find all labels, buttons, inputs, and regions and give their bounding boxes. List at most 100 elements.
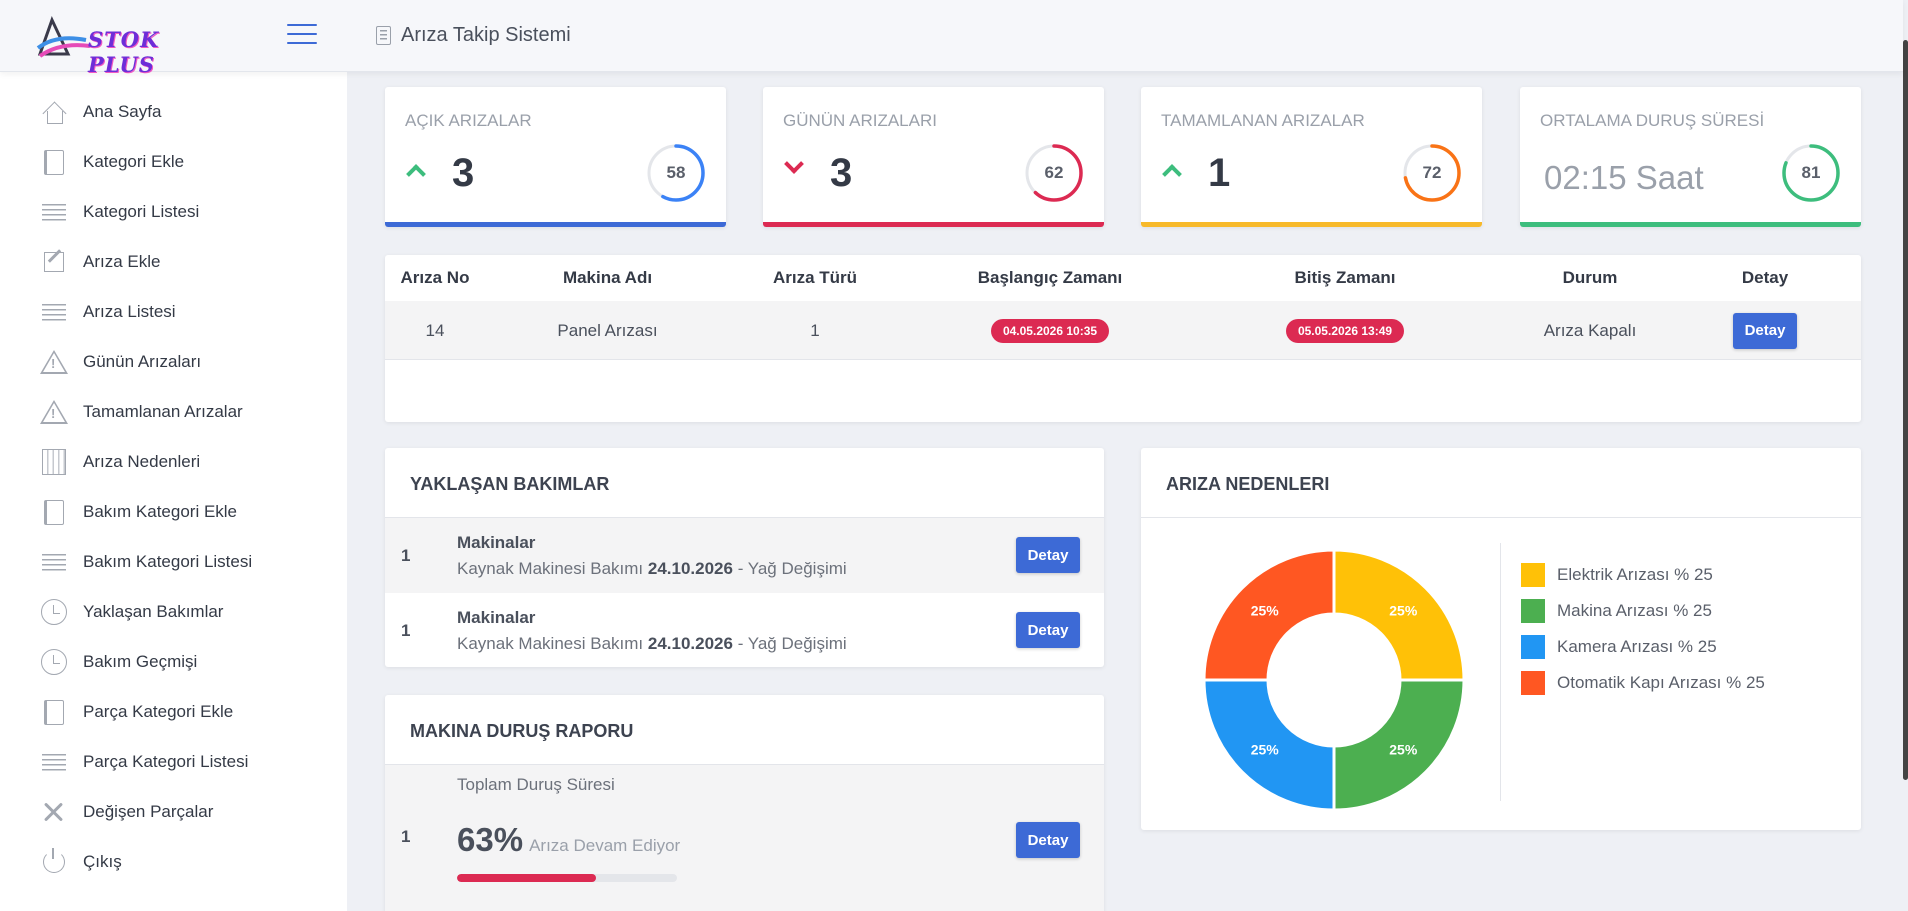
- detail-button[interactable]: Detay: [1016, 537, 1080, 573]
- slice-label: 25%: [1251, 741, 1280, 757]
- sidebar-item-degisen-parcalar[interactable]: Değişen Parçalar: [0, 792, 347, 832]
- donut-slice[interactable]: [1202, 548, 1336, 682]
- stat-value: 02:15 Saat: [1544, 159, 1704, 196]
- logo-mark-icon: [36, 16, 91, 58]
- sidebar-item-parca-kategori-listesi[interactable]: Parça Kategori Listesi: [0, 742, 347, 782]
- stat-title: ORTALAMA DURUŞ SÜRESİ: [1540, 111, 1765, 130]
- sidebar-item-ariza-nedenleri[interactable]: Arıza Nedenleri: [0, 442, 347, 482]
- slice-label: 25%: [1251, 603, 1280, 619]
- sidebar-item-label: Çıkış: [83, 852, 122, 871]
- sidebar-item-yaklasan-bakimlar[interactable]: Yaklaşan Bakımlar: [0, 592, 347, 632]
- power-icon: [40, 848, 68, 876]
- legend-swatch: [1521, 671, 1545, 695]
- progress-ring: [1782, 144, 1840, 202]
- stat-title: AÇIK ARIZALAR: [405, 111, 532, 130]
- book-icon: [40, 698, 68, 726]
- progress-ring: [1403, 144, 1461, 202]
- legend-item[interactable]: Makina Arızası % 25: [1521, 599, 1712, 623]
- stat-card-avg-downtime: ORTALAMA DURUŞ SÜRESİ 02:15 Saat 81: [1520, 87, 1861, 227]
- detail-button[interactable]: Detay: [1733, 312, 1797, 349]
- sidebar-item-label: Parça Kategori Listesi: [83, 752, 249, 771]
- panel-header: YAKLAŞAN BAKIMLAR: [385, 448, 1104, 518]
- row-background: [385, 301, 1861, 360]
- donut-chart: 25% 25% 25% 25%: [1202, 548, 1466, 812]
- report-row: 1 Toplam Duruş Süresi 63% Arıza Devam Ed…: [385, 765, 1104, 911]
- donut-slice[interactable]: [1332, 678, 1466, 812]
- logo-text: STOK PLUS: [88, 27, 160, 77]
- panel-title: MAKINA DURUŞ RAPORU: [410, 721, 634, 741]
- col-header: Arıza Türü: [772, 268, 858, 287]
- menu-toggle-icon[interactable]: [287, 24, 317, 46]
- app-logo[interactable]: STOK PLUS: [36, 14, 216, 77]
- progress-ring: [1025, 144, 1083, 202]
- item-description: Kaynak Makinesi Bakımı 24.10.2026 - Yağ …: [457, 559, 847, 578]
- donut-slice[interactable]: [1202, 678, 1336, 812]
- sidebar-item-label: Bakım Kategori Listesi: [83, 552, 253, 571]
- panel-header: MAKINA DURUŞ RAPORU: [385, 695, 1104, 765]
- progress-fill: [457, 874, 596, 882]
- sidebar-item-label: Ana Sayfa: [83, 102, 162, 121]
- table-header: Arıza No Makina Adı Arıza Türü Başlangıç…: [385, 255, 1861, 301]
- arrow-down-icon: [784, 154, 804, 174]
- item-name: Makinalar: [457, 533, 536, 552]
- legend-item[interactable]: Kamera Arızası % 25: [1521, 635, 1717, 659]
- downtime-progress-bar: [457, 874, 677, 882]
- sidebar-item-ana-sayfa[interactable]: Ana Sayfa: [0, 92, 347, 132]
- clock-icon: [40, 648, 68, 676]
- col-header: Detay: [1741, 268, 1789, 287]
- sidebar-item-ariza-listesi[interactable]: Arıza Listesi: [0, 292, 347, 332]
- upcoming-maintenance-panel: YAKLAŞAN BAKIMLAR 1 Makinalar Kaynak Mak…: [385, 448, 1104, 667]
- item-number: 1: [401, 546, 411, 565]
- panel-title: ARIZA NEDENLERI: [1166, 474, 1330, 494]
- clock-icon: [40, 598, 68, 626]
- sidebar-item-parca-kategori-ekle[interactable]: Parça Kategori Ekle: [0, 692, 347, 732]
- ring-value: 62: [1044, 163, 1064, 182]
- donut-slice[interactable]: [1332, 548, 1466, 682]
- sidebar-item-bakim-kategori-ekle[interactable]: Bakım Kategori Ekle: [0, 492, 347, 532]
- col-header: Makina Adı: [562, 268, 653, 287]
- cell-end: 05.05.2026 13:49: [1200, 301, 1490, 360]
- page-title: Arıza Takip Sistemi: [376, 24, 571, 47]
- home-icon: [40, 98, 68, 126]
- col-header: Bitiş Zamanı: [1294, 268, 1396, 287]
- sidebar-item-tamamlanan-arizalar[interactable]: Tamamlanan Arızalar: [0, 392, 347, 432]
- cell-status: Arıza Kapalı: [1543, 320, 1637, 340]
- detail-button[interactable]: Detay: [1016, 822, 1080, 858]
- sidebar-item-kategori-ekle[interactable]: Kategori Ekle: [0, 142, 347, 182]
- sidebar-item-label: Tamamlanan Arızalar: [83, 402, 243, 421]
- sidebar-item-label: Günün Arızaları: [83, 352, 202, 371]
- stat-value: 3: [452, 151, 475, 195]
- legend-label: Makina Arızası % 25: [1557, 601, 1712, 620]
- legend-item[interactable]: Elektrik Arızası % 25: [1521, 563, 1713, 587]
- sidebar-item-cikis[interactable]: Çıkış: [0, 842, 347, 882]
- start-time-badge: 04.05.2026 10:35: [990, 318, 1110, 343]
- slice-label: 25%: [1389, 603, 1418, 619]
- stat-card-daily-faults: GÜNÜN ARIZALARI 3 62: [763, 87, 1104, 227]
- sidebar-item-bakim-kategori-listesi[interactable]: Bakım Kategori Listesi: [0, 542, 347, 582]
- sidebar-item-bakim-gecmisi[interactable]: Bakım Geçmişi: [0, 642, 347, 682]
- stat-card-open-faults: AÇIK ARIZALAR 3 58: [385, 87, 726, 227]
- top-header: STOK PLUS Arıza Takip Sistemi: [0, 0, 1903, 77]
- col-header: Arıza No: [400, 268, 470, 287]
- sidebar-item-kategori-listesi[interactable]: Kategori Listesi: [0, 192, 347, 232]
- downtime-report-panel: MAKINA DURUŞ RAPORU 1 Toplam Duruş Süres…: [385, 695, 1104, 911]
- end-time-badge: 05.05.2026 13:49: [1285, 318, 1405, 343]
- list-icon: [40, 748, 68, 776]
- stat-value: 3: [830, 151, 853, 195]
- slice-label: 25%: [1389, 741, 1418, 757]
- sidebar-item-gunun-arizalari[interactable]: Günün Arızaları: [0, 342, 347, 382]
- ring-value: 81: [1801, 163, 1821, 182]
- legend-item[interactable]: Otomatik Kapı Arızası % 25: [1521, 671, 1765, 695]
- arrow-up-icon: [1162, 164, 1182, 184]
- detail-button[interactable]: Detay: [1016, 612, 1080, 648]
- list-icon: [40, 298, 68, 326]
- sidebar-item-label: Değişen Parçalar: [83, 802, 214, 821]
- sidebar-item-label: Arıza Ekle: [83, 252, 161, 271]
- list-icon: [40, 548, 68, 576]
- divider: [1500, 543, 1501, 801]
- scrollbar[interactable]: [1903, 40, 1908, 780]
- cell-machine: Panel Arızası: [557, 320, 658, 340]
- legend-label: Otomatik Kapı Arızası % 25: [1557, 673, 1765, 692]
- downtime-summary: 63% Arıza Devam Ediyor: [457, 821, 680, 859]
- sidebar-item-ariza-ekle[interactable]: Arıza Ekle: [0, 242, 347, 282]
